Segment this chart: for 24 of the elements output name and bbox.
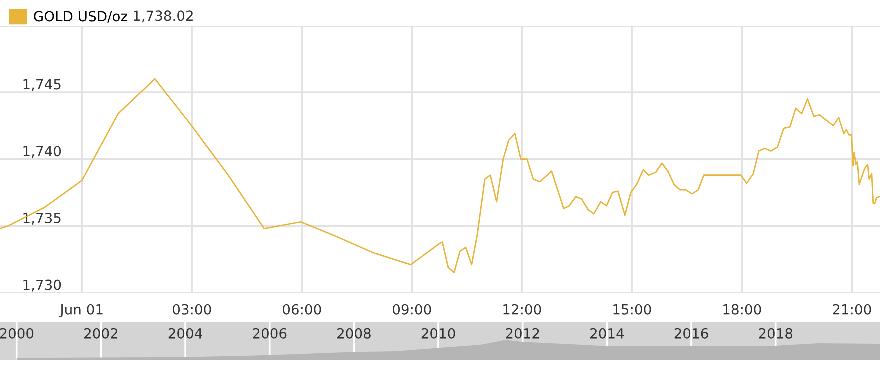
x-tick-label: Jun 01 — [60, 304, 103, 318]
x-tick-label: 12:00 — [504, 304, 542, 315]
x-tick-label: 2012 — [506, 328, 540, 339]
x-tick-label: 2002 — [84, 328, 118, 339]
y-tick-label: 1,735 — [24, 212, 61, 225]
y-tick-label: 1,745 — [24, 79, 61, 92]
x-tick-label: 15:00 — [614, 304, 652, 315]
y-tick-label: 1,730 — [24, 280, 62, 292]
legend-label: GOLD USD/oz — [34, 11, 128, 23]
x-tick-label: 2006 — [253, 328, 287, 339]
x-tick-label: 2016 — [674, 328, 708, 339]
y-tick-label: 1,740 — [24, 146, 62, 158]
x-tick-label: 2008 — [338, 328, 371, 339]
x-tick-label: 03:00 — [173, 304, 212, 315]
x-tick-label: 18:00 — [724, 304, 762, 315]
x-tick-label: 2010 — [422, 328, 456, 339]
x-tick-label: 2000 — [0, 328, 34, 339]
x-tick-label: 2004 — [168, 328, 202, 339]
x-tick-label: 06:00 — [283, 304, 322, 315]
x-tick-label: 2018 — [759, 328, 793, 339]
x-tick-label: 21:00 — [833, 304, 872, 315]
x-tick-label: 09:00 — [393, 304, 432, 315]
x-tick-label: 2014 — [590, 328, 624, 339]
text: 1,738.02 — [134, 10, 193, 23]
